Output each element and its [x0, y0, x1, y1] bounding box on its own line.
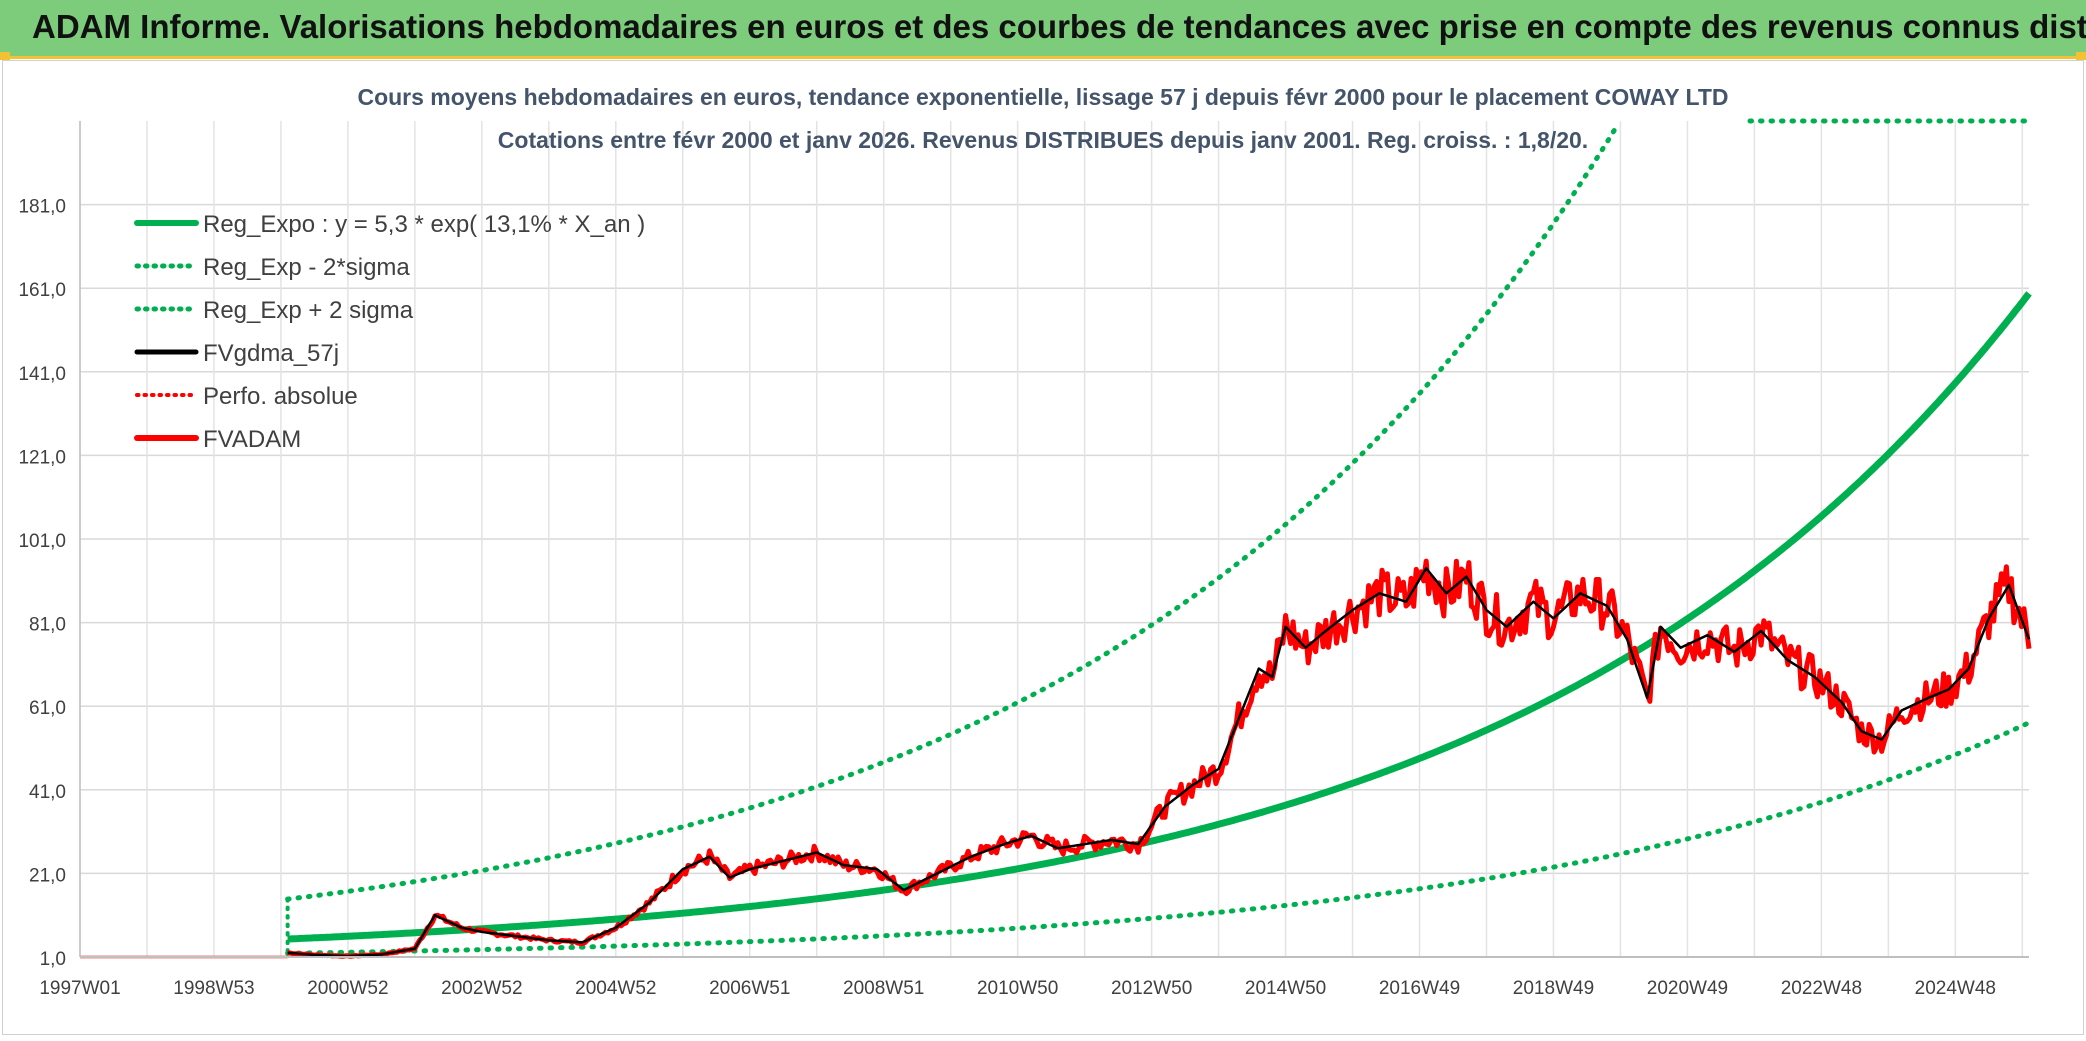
y-tick-label: 41,0: [29, 782, 66, 803]
y-tick-label: 161,0: [18, 280, 66, 301]
report-title: ADAM Informe. Valorisations hebdomadaire…: [32, 8, 2086, 45]
x-tick-label: 2016W49: [1379, 978, 1460, 999]
series-reg-exp-plus-2sigma: [285, 123, 1620, 902]
y-tick-label: 21,0: [29, 865, 66, 886]
series-fvgdma-57j: [287, 567, 2031, 958]
y-tick-label: 61,0: [29, 698, 66, 719]
corner-mark-right: [2076, 52, 2086, 60]
y-tick-label: 1,0: [40, 949, 66, 970]
x-tick-label: 1997W01: [39, 978, 120, 999]
x-tick-label: 2022W48: [1781, 978, 1862, 999]
legend-label: Reg_Expo : y = 5,3 * exp( 13,1% * X_an ): [203, 211, 645, 238]
y-tick-label: 141,0: [18, 364, 66, 385]
chart-panel: 1,0 21,0 41,0 61,0 81,0 101,0 121,0 141,0 161,0 1…: [2, 60, 2084, 1035]
y-tick-label: 81,0: [29, 615, 66, 636]
x-tick-label: 2000W52: [307, 978, 388, 999]
chart-subtitle: Cotations entre févr 2000 et janv 2026. …: [498, 127, 1588, 153]
x-tick-label: 2004W52: [575, 978, 656, 999]
series-layer: [80, 118, 2032, 959]
y-tick-label: 121,0: [18, 447, 66, 468]
x-tick-label: 2006W51: [709, 978, 790, 999]
series-reg-exp-minus-2sigma: [285, 720, 2032, 956]
corner-mark-left: [0, 52, 10, 60]
x-tick-label: 1998W53: [173, 978, 254, 999]
y-tick-label: 101,0: [18, 531, 66, 552]
line-chart: 1,0 21,0 41,0 61,0 81,0 101,0 121,0 141,0 161,0 1…: [18, 84, 2032, 999]
grid: [79, 121, 2029, 958]
legend-label: FVgdma_57j: [203, 340, 339, 367]
chart-title: Cours moyens hebdomadaires en euros, ten…: [357, 84, 1728, 110]
x-tick-label: 2020W49: [1647, 978, 1728, 999]
x-tick-label: 2012W50: [1111, 978, 1192, 999]
x-tick-label: 2008W51: [843, 978, 924, 999]
x-tick-label: 2018W49: [1513, 978, 1594, 999]
series-reg-expo: [287, 291, 2032, 943]
legend-label: FVADAM: [203, 426, 301, 453]
legend-label: Reg_Exp - 2*sigma: [203, 254, 410, 281]
spacer: [288, 126, 1618, 939]
x-tick-label: 2014W50: [1245, 978, 1326, 999]
legend: Reg_Expo : y = 5,3 * exp( 13,1% * X_an )…: [134, 211, 645, 453]
report-header: ADAM Informe. Valorisations hebdomadaire…: [0, 0, 2086, 59]
x-tick-label: 2024W48: [1915, 978, 1996, 999]
y-tick-label: 181,0: [18, 197, 66, 218]
legend-label: Reg_Exp + 2 sigma: [203, 297, 414, 324]
legend-label: Perfo. absolue: [203, 383, 358, 410]
x-tick-label: 2010W50: [977, 978, 1058, 999]
x-tick-label: 2002W52: [441, 978, 522, 999]
axes: 1,0 21,0 41,0 61,0 81,0 101,0 121,0 141,0 161,0 1…: [18, 121, 2029, 999]
